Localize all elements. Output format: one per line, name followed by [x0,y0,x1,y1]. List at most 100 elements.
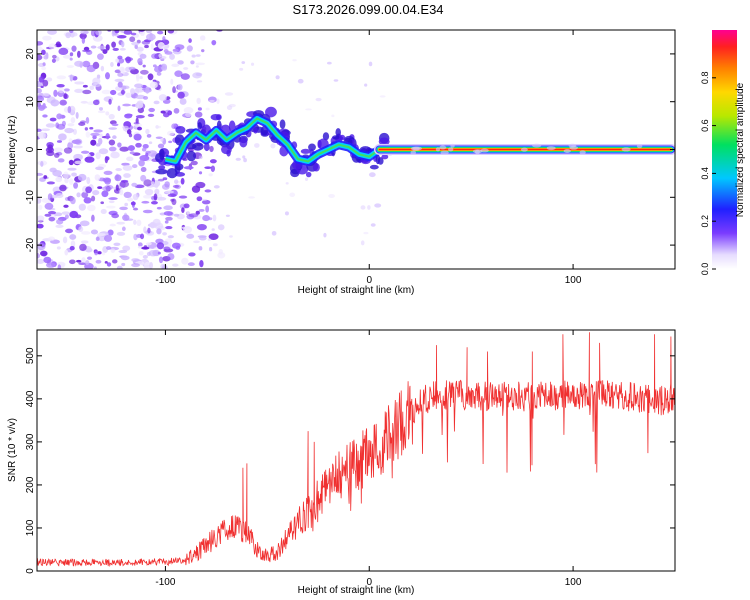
spectrogram-noise-blob [40,250,48,257]
spectrogram-noise-blob [153,193,158,201]
spectrogram-steady-halo [563,149,571,154]
spectrogram-speck [212,243,218,247]
spectrogram-noise-blob [136,46,144,52]
spectrogram-noise-blob [156,228,162,235]
spectrogram-noise-blob [130,32,137,36]
spectrogram-noise-blob [141,200,150,204]
spectrogram-noise-blob [83,197,92,204]
spectrogram-noise-blob [116,265,123,269]
spectrogram-noise-blob [82,60,91,68]
spectrogram-noise-blob [59,99,67,106]
spectrogram-noise-blob [137,126,143,131]
spectrogram-noise-blob [205,205,210,213]
spectrogram-noise-blob [37,252,40,259]
spectrogram-speck [250,62,255,66]
spectrogram-speck [185,112,192,118]
colorbar-tick-label: 0.8 [700,72,710,85]
spectrogram-noise-blob [68,138,73,144]
spectrogram-noise-blob [151,53,159,59]
spectrogram-speck [323,232,327,238]
spectrogram-noise-blob [108,98,112,105]
spectrogram-noise-blob [47,193,53,201]
spectrogram-noise-blob [40,85,44,89]
spectrogram-noise-blob [58,87,65,94]
spectrogram-noise-blob [95,143,101,147]
spectrogram-noise-blob [84,127,89,131]
spectrogram-noise-blob [46,96,56,104]
spectrogram-track-blob [332,135,340,140]
spectrogram-noise-blob [92,99,100,106]
spectrogram-noise-blob [135,72,140,80]
snr-plot-area [37,330,675,571]
spectrogram-track-blob [175,126,186,134]
spectrogram-track-blob [322,132,330,141]
spectrogram-noise-blob [177,60,184,65]
spectrogram-noise-blob [145,33,156,41]
spectrogram-noise-blob [130,88,135,95]
spectrogram-noise-blob [69,245,75,251]
spectrogram-speck [360,240,365,246]
spectrogram-noise-blob [51,58,56,63]
spectrogram-noise-blob [151,200,158,205]
spectrogram-noise-blob [46,181,55,185]
spectrogram-noise-blob [78,262,87,265]
colorbar-tick-label: 0.4 [700,167,710,180]
spectrogram-speck [235,157,241,161]
colorbar-tick-label: 0.2 [700,215,710,228]
spectrogram-noise-blob [80,240,89,244]
spectrogram-track-blob [339,134,346,141]
spectrogram-noise-blob [132,164,138,169]
spectrogram-noise-blob [145,30,153,34]
spectrogram-noise-blob [188,252,196,257]
spectrogram-noise-blob [112,259,118,264]
spectrogram-track-blob [155,168,168,175]
spectrogram-noise-blob [90,45,97,49]
spectrogram-noise-cloud [37,30,393,269]
spectrogram-noise-blob [178,195,188,199]
spectrogram-noise-blob [124,202,129,207]
spectrogram-noise-blob [56,140,63,143]
spectrogram-steady-halo [532,143,542,148]
spectrogram-noise-blob [132,193,139,201]
spectrogram-speck [275,75,280,80]
spectrogram-noise-blob [199,35,206,41]
spectrogram-track-blob [197,122,203,130]
spectrogram-track-blob [239,136,248,148]
spectrogram-noise-blob [102,177,112,183]
spectrogram-noise-blob [136,100,144,106]
spectrogram-x-tick-label: 0 [366,275,372,286]
spectrogram-noise-blob [85,260,90,266]
spectrogram-noise-blob [101,186,112,191]
spectrogram-noise-blob [122,165,133,171]
spectrogram-noise-blob [52,54,57,59]
spectrogram-noise-blob [127,197,134,202]
snr-y-tick-label: 200 [25,476,36,493]
spectrogram-noise-blob [128,66,136,71]
spectrogram-noise-blob [75,111,79,119]
spectrogram-noise-blob [212,214,217,222]
spectrogram-speck [243,157,247,163]
spectrogram-noise-blob [168,140,173,144]
spectrogram-noise-blob [55,193,64,199]
spectrogram-steady-halo [439,145,447,150]
spectrogram-noise-blob [90,229,99,235]
spectrogram-noise-blob [37,223,44,229]
spectrogram-noise-blob [95,166,104,171]
spectrogram-steady-halo [435,147,441,152]
spectrogram-noise-blob [190,160,198,166]
spectrogram-noise-blob [167,235,174,239]
spectrogram-noise-blob [208,173,213,177]
spectrogram-noise-blob [137,242,143,247]
spectrogram-speck [368,61,373,67]
spectrogram-noise-blob [92,77,101,85]
spectrogram-noise-blob [97,251,102,255]
spectrogram-noise-blob [183,226,193,234]
spectrogram-track-blob [312,163,320,172]
spectrogram-steady-halo [636,144,643,149]
spectrogram-noise-blob [105,44,110,51]
spectrogram-speck [226,105,233,111]
spectrogram-noise-blob [174,179,179,185]
spectrogram-noise-blob [217,252,226,259]
spectrogram-noise-blob [119,180,130,188]
spectrogram-speck [241,61,246,64]
